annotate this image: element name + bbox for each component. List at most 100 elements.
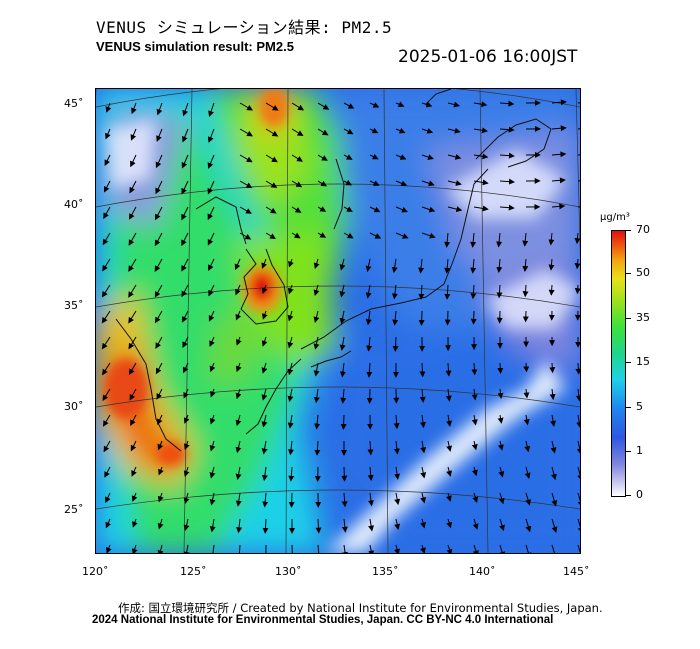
credit-line-1: 作成: 国立環境研究所 / Created by National Instit…: [118, 601, 603, 615]
wind-arrow: [104, 466, 111, 478]
colorbar-tick: [626, 451, 631, 452]
wind-arrow: [367, 440, 374, 456]
wind-arrow: [473, 101, 488, 108]
title-japanese: VENUS シミュレーション結果: PM2.5: [96, 18, 393, 37]
wind-arrow: [574, 284, 580, 295]
colorbar-label-50: 50: [636, 266, 650, 279]
wind-arrow: [551, 203, 566, 210]
wind-arrow: [128, 336, 137, 350]
wind-arrow: [446, 492, 452, 502]
wind-arrow: [207, 154, 215, 169]
wind-arrow: [470, 258, 477, 274]
wind-arrow: [128, 232, 137, 246]
wind-arrow: [291, 180, 303, 188]
wind-arrow: [181, 284, 189, 298]
wind-arrow: [317, 232, 327, 238]
wind-arrow: [395, 232, 409, 239]
colorbar-label-35: 35: [636, 311, 650, 324]
wind-arrow: [181, 206, 189, 221]
wind-arrow: [182, 362, 189, 374]
wind-arrow: [549, 362, 556, 374]
wind-arrow: [472, 492, 479, 503]
wind-arrow: [419, 362, 426, 378]
wind-arrow: [103, 440, 111, 453]
wind-arrow: [156, 128, 163, 142]
wind-arrow: [313, 284, 320, 296]
wind-arrow: [239, 154, 253, 163]
wind-arrow: [155, 310, 163, 324]
wind-arrow: [235, 388, 242, 400]
lon-label-130: 130˚: [275, 565, 302, 578]
wind-arrow: [471, 388, 478, 401]
wind-arrow: [369, 180, 380, 186]
wind-arrow: [499, 544, 506, 553]
wind-arrow: [262, 518, 269, 534]
wind-arrow: [265, 128, 279, 137]
wind-arrow: [261, 284, 268, 295]
wind-arrow: [445, 362, 452, 377]
wind-arrow: [419, 414, 426, 429]
wind-arrow: [288, 466, 295, 482]
wind-arrow: [496, 258, 503, 273]
wind-arrow: [102, 232, 111, 246]
colorbar-tick: [626, 495, 631, 496]
wind-arrow: [343, 179, 352, 186]
wind-arrow: [419, 388, 426, 403]
wind-arrow: [128, 258, 137, 272]
wind-arrow: [208, 284, 215, 297]
wind-arrow: [395, 206, 408, 213]
wind-arrow: [365, 284, 372, 299]
wind-arrow: [155, 362, 163, 375]
wind-arrow: [339, 284, 346, 298]
wind-arrow: [261, 258, 268, 269]
wind-arrow: [183, 518, 190, 531]
wind-arrow: [447, 153, 462, 160]
wind-arrow: [576, 440, 580, 455]
wind-arrow: [157, 544, 164, 553]
hotspots: [104, 89, 288, 466]
wind-arrow: [577, 544, 580, 553]
wind-arrow: [235, 492, 242, 507]
wind-arrow: [236, 518, 243, 534]
wind-arrow: [209, 466, 216, 479]
wind-arrow: [104, 154, 111, 166]
wind-arrow: [496, 284, 503, 299]
wind-arrow: [470, 310, 477, 325]
wind-arrow: [287, 414, 294, 429]
wind-arrow: [131, 102, 137, 115]
colorbar-label-0: 0: [636, 488, 643, 501]
wind-arrow: [208, 258, 215, 271]
wind-arrow: [523, 414, 530, 426]
wind-arrow: [395, 154, 407, 160]
wind-arrow: [551, 99, 567, 106]
wind-arrow: [499, 204, 515, 211]
wind-arrow: [182, 336, 189, 348]
wind-arrow: [499, 100, 515, 107]
wind-arrow: [288, 258, 294, 268]
wind-arrow: [155, 336, 163, 349]
wind-arrow: [209, 336, 215, 347]
wind-arrow: [340, 414, 347, 430]
wind-arrow: [265, 180, 278, 188]
wind-arrow: [209, 518, 216, 533]
wind-arrow: [235, 362, 242, 373]
wind-arrow: [421, 154, 434, 160]
wind-arrow: [395, 101, 405, 108]
lon-label-120: 120˚: [82, 565, 109, 578]
wind-arrow: [499, 518, 505, 532]
wind-arrow: [155, 154, 163, 169]
wind-arrow: [105, 518, 112, 529]
wind-arrow: [497, 440, 504, 451]
wind-arrow: [103, 180, 111, 193]
wind-arrow: [209, 414, 216, 425]
wind-arrow: [420, 544, 426, 553]
credit-line-2: 2024 National Institute for Environmenta…: [92, 614, 554, 626]
wind-arrow: [499, 178, 515, 185]
wind-arrow: [287, 362, 294, 376]
wind-arrow: [575, 362, 580, 375]
wind-arrow: [497, 388, 504, 399]
wind-arrow: [340, 388, 347, 404]
wind-arrow: [208, 102, 215, 117]
wind-arrow: [102, 258, 111, 272]
wind-arrow: [342, 544, 348, 553]
